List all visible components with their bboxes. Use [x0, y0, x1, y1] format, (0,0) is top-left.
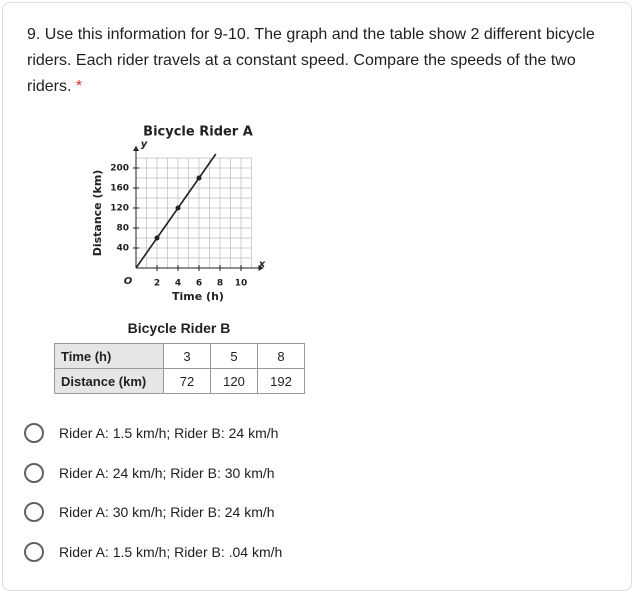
chart: Bicycle Rider A Time (h) Distance (km) O…	[91, 125, 266, 304]
option-label[interactable]: Rider A: 24 km/h; Rider B: 30 km/h	[59, 464, 275, 481]
y-tick-label: 120	[110, 204, 129, 214]
table-cell: 5	[210, 343, 258, 369]
option-label[interactable]: Rider A: 1.5 km/h; Rider B: 24 km/h	[59, 425, 279, 441]
radio-button[interactable]	[24, 462, 44, 483]
y-tick-label: 200	[110, 164, 129, 174]
y-tick-label: 80	[116, 224, 129, 234]
table-cell: 8	[257, 343, 305, 369]
row-header: Time (h)	[54, 343, 164, 369]
x-axis-name: x	[258, 259, 266, 270]
row-header: Distance (km)	[54, 368, 164, 394]
origin-label: O	[124, 276, 133, 287]
y-tick-label: 40	[116, 244, 129, 254]
table-row: Time (h) 3 5 8	[54, 343, 305, 369]
y-tick-label: 160	[110, 184, 129, 194]
x-tick-label: 4	[175, 279, 181, 289]
question: 9. Use this information for 9-10. The gr…	[27, 26, 595, 95]
x-tick-label: 2	[154, 279, 160, 289]
data-line	[135, 153, 217, 269]
table-cell: 192	[257, 368, 305, 394]
y-axis-arrow	[133, 146, 139, 151]
option-label[interactable]: Rider A: 30 km/h; Rider B: 24 km/h	[59, 504, 275, 520]
table-cell: 72	[163, 368, 211, 394]
data-point	[196, 175, 202, 181]
question-text: 9. Use this information for 9-10. The gr…	[27, 22, 617, 100]
table-cell: 3	[163, 343, 211, 369]
data-point	[154, 235, 160, 241]
y-axis-label: Distance (km)	[91, 170, 104, 257]
data-point	[175, 205, 181, 211]
radio-option[interactable]: Rider A: 1.5 km/h; Rider B: .04 km/h	[24, 540, 282, 564]
option-label[interactable]: Rider A: 1.5 km/h; Rider B: .04 km/h	[59, 543, 283, 560]
x-tick-label: 8	[217, 279, 223, 289]
x-tick-label: 6	[196, 279, 202, 289]
radio-option[interactable]: Rider A: 1.5 km/h; Rider B: 24 km/h	[24, 421, 278, 445]
x-axis-label: Time (h)	[172, 290, 224, 303]
radio-option[interactable]: Rider A: 24 km/h; Rider B: 30 km/h	[24, 461, 275, 485]
radio-button[interactable]	[24, 423, 44, 443]
radio-button[interactable]	[24, 502, 44, 522]
table-cell: 120	[210, 368, 258, 394]
x-tick-label: 10	[235, 279, 248, 289]
radio-option[interactable]: Rider A: 30 km/h; Rider B: 24 km/h	[24, 500, 275, 524]
chart-title: Bicycle Rider A	[143, 125, 253, 140]
table-title: Bicycle Rider B	[127, 320, 231, 336]
data-table: Time (h) 3 5 8 Distance (km) 72 120 192	[54, 343, 305, 394]
y-axis-name: y	[141, 139, 148, 150]
x-axis-arrow	[258, 265, 264, 271]
table-row: Distance (km) 72 120 192	[54, 368, 305, 394]
required-mark: *	[75, 78, 83, 95]
radio-button[interactable]	[24, 541, 44, 562]
